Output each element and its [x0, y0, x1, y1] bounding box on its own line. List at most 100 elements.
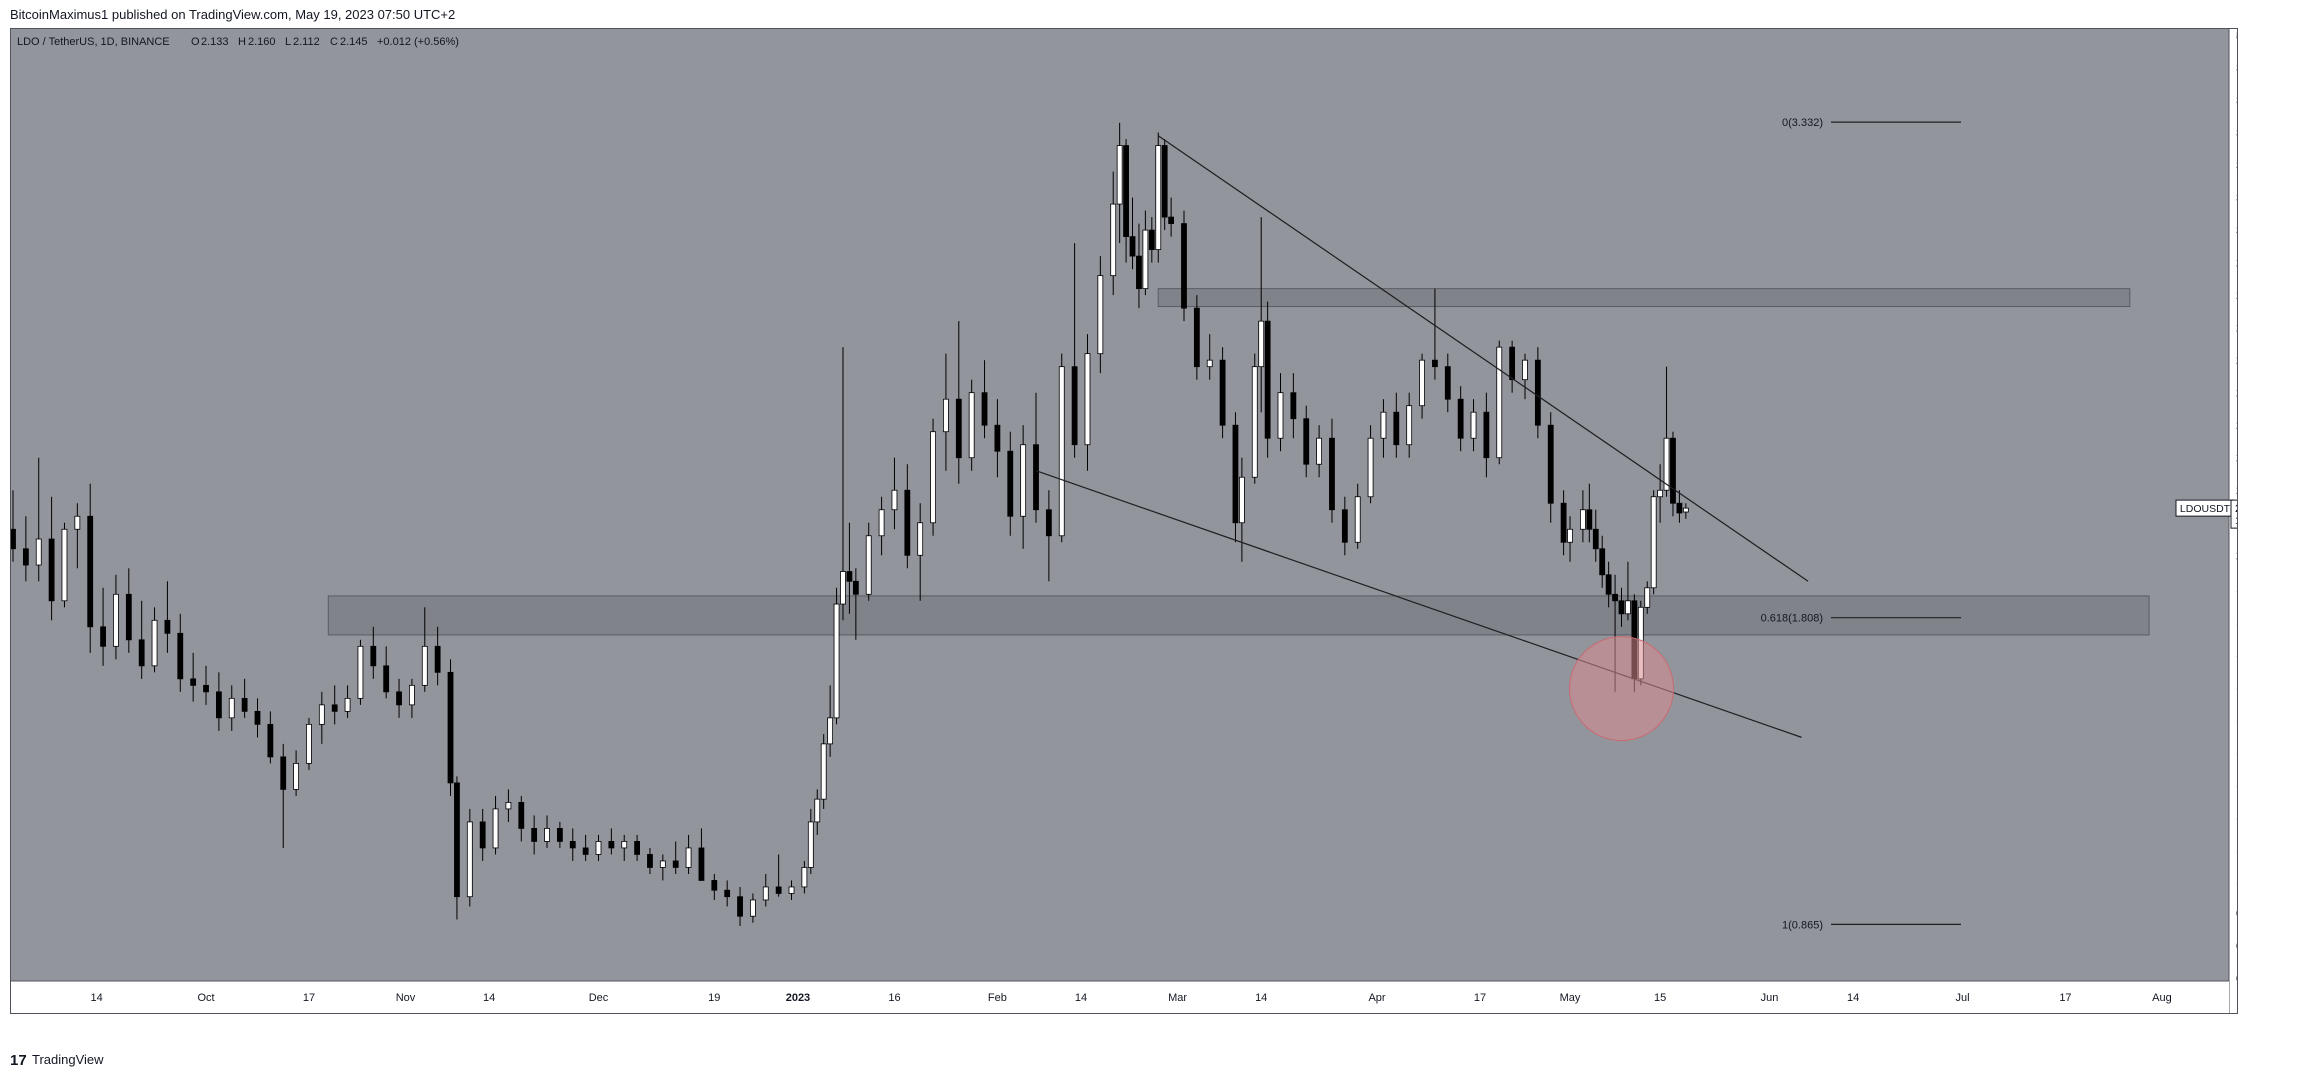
candle-down	[711, 880, 718, 891]
candle-up	[421, 645, 428, 686]
candle-down	[254, 710, 261, 725]
y-tick-label: 2.500	[2236, 388, 2237, 400]
y-tick-label: 1.300	[2236, 778, 2237, 790]
ohlc-c-label: C	[330, 36, 338, 48]
candle-down	[190, 678, 197, 686]
tradingview-logo-icon[interactable]: 17	[10, 1052, 27, 1069]
candle-up	[1354, 496, 1361, 543]
candle-down	[241, 697, 248, 712]
candle-down	[1181, 223, 1187, 309]
y-tick-label: 0.700	[2236, 973, 2237, 985]
candle-up	[228, 697, 235, 719]
x-tick-label: May	[1560, 992, 1581, 1004]
x-tick-label: 14	[483, 992, 495, 1004]
candle-up	[1644, 587, 1651, 608]
candle-up	[827, 717, 834, 745]
candle-up	[840, 571, 846, 605]
candle-up	[801, 867, 808, 888]
candle-up	[466, 821, 473, 898]
candle-up	[306, 723, 312, 764]
candle-down	[647, 854, 653, 868]
candle-up	[1580, 509, 1586, 530]
candle-down	[454, 782, 460, 898]
tradingview-brand[interactable]: TradingView	[32, 1052, 104, 1067]
candle-down	[177, 632, 184, 680]
candle-up	[61, 528, 68, 602]
y-tick-label: 3.000	[2236, 225, 2237, 237]
y-tick-label: 3.200	[2236, 160, 2237, 172]
candle-down	[608, 841, 615, 849]
candle-down	[1676, 502, 1683, 514]
candle-down	[724, 889, 731, 898]
ohlc-change: +0.012 (+0.56%)	[377, 36, 459, 48]
chart-panel[interactable]: 0(3.332)0.618(1.808)1(0.865) 3.6003.5003…	[10, 28, 2238, 1014]
candle-down	[22, 548, 29, 566]
x-tick-label: Aug	[2152, 992, 2172, 1004]
candle-up	[344, 697, 351, 712]
candle-down	[582, 847, 589, 855]
y-tick-label: 1.100	[2236, 843, 2237, 855]
candle-down	[1129, 236, 1136, 257]
candle-down	[846, 571, 853, 582]
candle-down	[955, 398, 962, 459]
candle-up	[1258, 320, 1265, 368]
candle-up	[492, 808, 499, 849]
candle-down	[569, 841, 576, 849]
candle-down	[434, 645, 441, 673]
candle-up	[943, 398, 949, 433]
candle-down	[1033, 444, 1039, 511]
candle-down	[1329, 437, 1335, 511]
candle-up	[35, 538, 42, 566]
candle-up	[917, 522, 924, 556]
currency-label: USDT	[2236, 32, 2237, 44]
candle-up	[1097, 275, 1104, 355]
candle-up	[621, 841, 628, 849]
candle-down	[125, 593, 132, 641]
candle-up	[878, 509, 885, 537]
candle-up	[930, 431, 936, 524]
candle-down	[1509, 346, 1516, 381]
candle-down	[215, 691, 222, 719]
x-tick-label: Dec	[589, 992, 609, 1004]
candle-up	[659, 860, 666, 868]
candle-down	[203, 684, 209, 693]
y-tick-label: 2.900	[2236, 258, 2237, 270]
candle-down	[1547, 424, 1554, 504]
y-tick-label: 1.000	[2236, 875, 2237, 887]
y-tick-label: 2.000	[2236, 550, 2237, 562]
y-tick-label: 2.800	[2236, 290, 2237, 302]
candle-up	[1522, 359, 1528, 381]
candle-up	[113, 593, 119, 647]
candle-up	[820, 743, 827, 800]
candle-down	[1071, 366, 1078, 446]
candle-up	[318, 704, 325, 725]
candle-up	[833, 603, 840, 719]
candle-down	[1219, 359, 1226, 426]
x-tick-label: Mar	[1168, 992, 1187, 1004]
candle-up	[409, 684, 415, 706]
x-tick-label: 14	[91, 992, 103, 1004]
candle-down	[852, 580, 859, 595]
y-tick-label: 1.900	[2236, 583, 2237, 595]
candle-down	[138, 639, 145, 667]
candlestick-chart[interactable]: 0(3.332)0.618(1.808)1(0.865) 3.6003.5003…	[11, 29, 2237, 1013]
y-tick-label: 3.100	[2236, 193, 2237, 205]
candle-up	[1496, 346, 1503, 459]
candle-up	[788, 886, 795, 894]
candle-up	[685, 847, 692, 868]
candle-down	[1560, 502, 1567, 543]
ohlc-c-value: 2.145	[340, 36, 368, 48]
candle-up	[74, 515, 81, 530]
price-badge	[2230, 499, 2237, 529]
candle-down	[672, 860, 679, 868]
symbol-label: LDOUSDT	[2180, 503, 2231, 515]
candle-up	[968, 392, 975, 459]
candle-up	[1657, 489, 1664, 498]
candle-down	[1534, 359, 1541, 426]
y-tick-label: 1.500	[2236, 713, 2237, 725]
candle-down	[1045, 509, 1052, 537]
candle-down	[1168, 216, 1175, 225]
candle-down	[1444, 366, 1451, 400]
candle-down	[11, 528, 16, 550]
candle-down	[1599, 548, 1606, 576]
